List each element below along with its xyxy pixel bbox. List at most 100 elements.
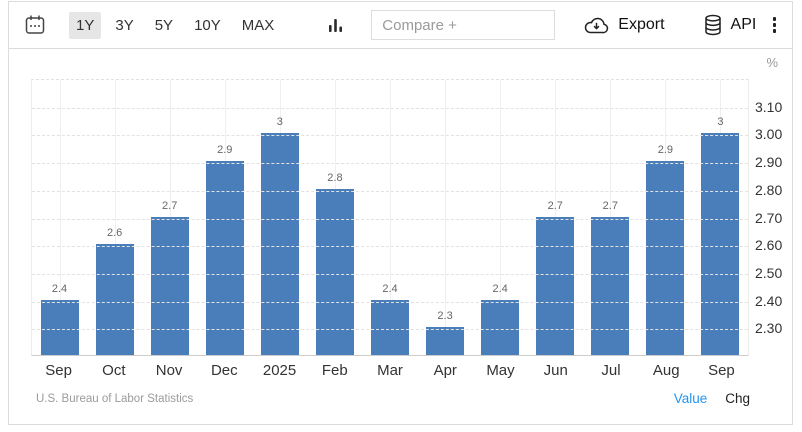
compare-input[interactable] — [371, 10, 556, 40]
gridline — [32, 273, 748, 275]
x-tick-label: Sep — [45, 362, 72, 379]
source-attribution: U.S. Bureau of Labor Statistics — [36, 393, 194, 405]
bar[interactable] — [701, 133, 740, 355]
bar[interactable] — [371, 299, 409, 355]
range-button-max[interactable]: MAX — [235, 12, 282, 39]
vertical-gridline — [390, 80, 391, 355]
calendar-button[interactable] — [23, 13, 47, 37]
bar-value-label: 2.9 — [217, 144, 233, 157]
bar[interactable] — [95, 244, 134, 355]
bar-value-label: 2.3 — [437, 310, 453, 323]
y-tick-label: 3.00 — [755, 126, 783, 143]
category-cell: 2.4 — [32, 80, 87, 355]
value-toggle[interactable]: Value — [673, 391, 708, 406]
category-cell: 2.6 — [87, 80, 142, 355]
x-tick-label: Jul — [601, 362, 621, 379]
x-tick-label: Nov — [155, 362, 183, 379]
bar[interactable] — [481, 299, 520, 355]
bar[interactable] — [591, 216, 630, 355]
category-cell: 2.7 — [583, 80, 638, 355]
database-icon — [703, 14, 723, 36]
chart-region: % 2.4 2.6 2.7 2.9 3 2.8 2.4 2.3 2.4 2.7 2.7 2.9 3 3.… — [9, 49, 792, 424]
x-tick-label: Mar — [377, 362, 403, 379]
bar[interactable] — [205, 161, 244, 355]
more-options-button[interactable] — [772, 17, 776, 33]
y-tick-label: 2.40 — [755, 292, 783, 309]
x-tick-label: 2025 — [262, 362, 297, 379]
bar-value-label: 2.4 — [382, 282, 398, 295]
plot-cells: 2.4 2.6 2.7 2.9 3 2.8 2.4 2.3 2.4 2.7 2.7 2.9 3 — [32, 80, 748, 355]
y-tick-label: 2.90 — [755, 154, 783, 171]
vertical-gridline — [59, 80, 61, 355]
category-cell: 2.8 — [307, 80, 362, 355]
category-cell: 2.9 — [638, 80, 693, 355]
bar-chart-icon — [327, 16, 345, 34]
bar-value-label: 2.6 — [106, 227, 123, 240]
gridline — [32, 301, 748, 303]
x-tick-label: Sep — [708, 362, 735, 379]
vertical-gridline — [445, 80, 447, 355]
gridline — [32, 135, 748, 137]
x-tick-label: May — [486, 362, 515, 379]
export-button[interactable]: Export — [583, 16, 665, 35]
bar[interactable] — [536, 216, 575, 355]
gridline — [32, 329, 748, 331]
x-tick-label: Jun — [543, 362, 568, 379]
category-cell: 2.9 — [197, 80, 252, 355]
y-axis-labels: 3.10 3.00 2.90 2.80 2.70 2.60 2.50 2.40 2.30 — [755, 79, 799, 356]
gridline — [32, 163, 748, 165]
category-cell: 3 — [693, 80, 748, 355]
category-cell: 2.7 — [528, 80, 583, 355]
cloud-download-icon — [583, 16, 610, 35]
y-tick-label: 2.70 — [755, 209, 783, 226]
chart-type-button[interactable] — [327, 16, 345, 34]
gridline — [32, 190, 748, 192]
bar[interactable] — [315, 188, 354, 355]
bar[interactable] — [150, 216, 189, 355]
bar-value-label: 3 — [717, 116, 724, 129]
kebab-icon — [772, 17, 776, 33]
x-tick-label: Oct — [102, 362, 126, 379]
category-cell: 2.7 — [142, 80, 197, 355]
gridline — [32, 218, 748, 220]
series-toggles: Value Chg — [674, 391, 750, 406]
export-label: Export — [618, 16, 665, 33]
bar[interactable] — [426, 327, 465, 355]
bar-value-label: 2.7 — [162, 199, 178, 212]
category-cell: 3 — [252, 80, 307, 355]
bar[interactable] — [646, 161, 685, 355]
range-button-1y[interactable]: 1Y — [69, 11, 102, 39]
category-cell: 2.3 — [418, 80, 473, 355]
bar-value-label: 3 — [276, 116, 283, 129]
bar-value-label: 2.7 — [547, 199, 563, 212]
y-tick-label: 2.80 — [755, 181, 783, 198]
y-tick-label: 3.10 — [755, 98, 783, 115]
range-button-3y[interactable]: 3Y — [108, 12, 140, 39]
vertical-gridline — [500, 80, 502, 355]
bar-value-label: 2.7 — [602, 199, 618, 212]
range-buttons: 1Y 3Y 5Y 10Y MAX — [69, 11, 282, 39]
x-tick-label: Dec — [210, 362, 238, 379]
y-axis-unit: % — [766, 55, 778, 70]
range-button-5y[interactable]: 5Y — [148, 12, 180, 39]
bar[interactable] — [40, 299, 79, 355]
api-button[interactable]: API — [703, 14, 757, 36]
api-label: API — [730, 16, 757, 33]
x-axis-labels: Sep Oct Nov Dec 2025 Feb Mar Apr May Jun Jul Aug Sep — [31, 362, 749, 379]
chg-toggle[interactable]: Chg — [725, 391, 750, 406]
range-button-10y[interactable]: 10Y — [187, 12, 228, 39]
vertical-gridline — [114, 80, 116, 355]
bar-value-label: 2.4 — [51, 282, 68, 295]
category-cell: 2.4 — [473, 80, 528, 355]
bar-value-label: 2.8 — [327, 171, 343, 184]
y-tick-label: 2.50 — [755, 264, 783, 281]
y-tick-label: 2.30 — [755, 320, 783, 337]
plot-area: 2.4 2.6 2.7 2.9 3 2.8 2.4 2.3 2.4 2.7 2.7 2.9 3 — [31, 79, 749, 356]
x-tick-label: Aug — [652, 362, 680, 379]
bar-value-label: 2.4 — [492, 282, 508, 295]
gridline — [32, 246, 748, 248]
x-tick-label: Feb — [321, 362, 348, 379]
bar[interactable] — [260, 133, 299, 355]
